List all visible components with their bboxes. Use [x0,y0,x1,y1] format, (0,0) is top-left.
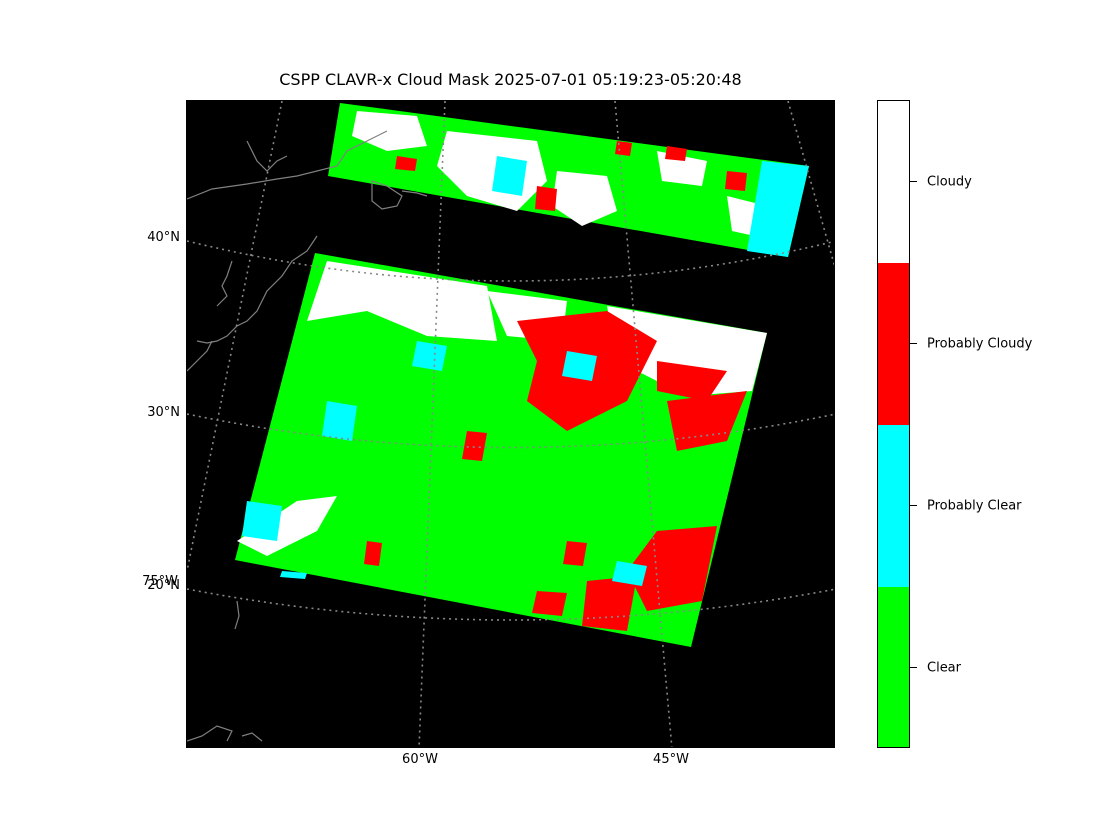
swath-south [235,253,767,647]
graticule [187,101,834,747]
lon-label-45w: 45°W [653,752,689,767]
lat-label-40n: 40°N [147,230,180,245]
colorbar-segment-cloudy [878,101,909,263]
colorbar-tick [910,181,917,182]
map-title: CSPP CLAVR-x Cloud Mask 2025-07-01 05:19… [279,70,742,89]
colorbar-segment-probably-clear [878,425,909,587]
lon-label-60w: 60°W [402,752,438,767]
map-canvas [187,101,834,747]
swath-north [328,103,809,257]
colorbar-segment-clear [878,587,909,747]
legend-label-probably-clear: Probably Clear [927,498,1022,514]
coastline [187,130,428,742]
colorbar-tick [910,505,917,506]
colorbar-tick [910,343,917,344]
colorbar-tick [910,667,917,668]
lat-label-30n: 30°N [147,405,180,420]
legend-label-clear: Clear [927,660,961,676]
colorbar [877,100,910,748]
legend-label-cloudy: Cloudy [927,174,972,190]
legend-label-probably-cloudy: Probably Cloudy [927,336,1033,352]
cloud-mask-map[interactable] [186,100,835,748]
lon-label-75w: 75°W [142,574,178,589]
colorbar-segment-probably-cloudy [878,263,909,425]
lat-label-20n: 20°N [147,578,180,593]
